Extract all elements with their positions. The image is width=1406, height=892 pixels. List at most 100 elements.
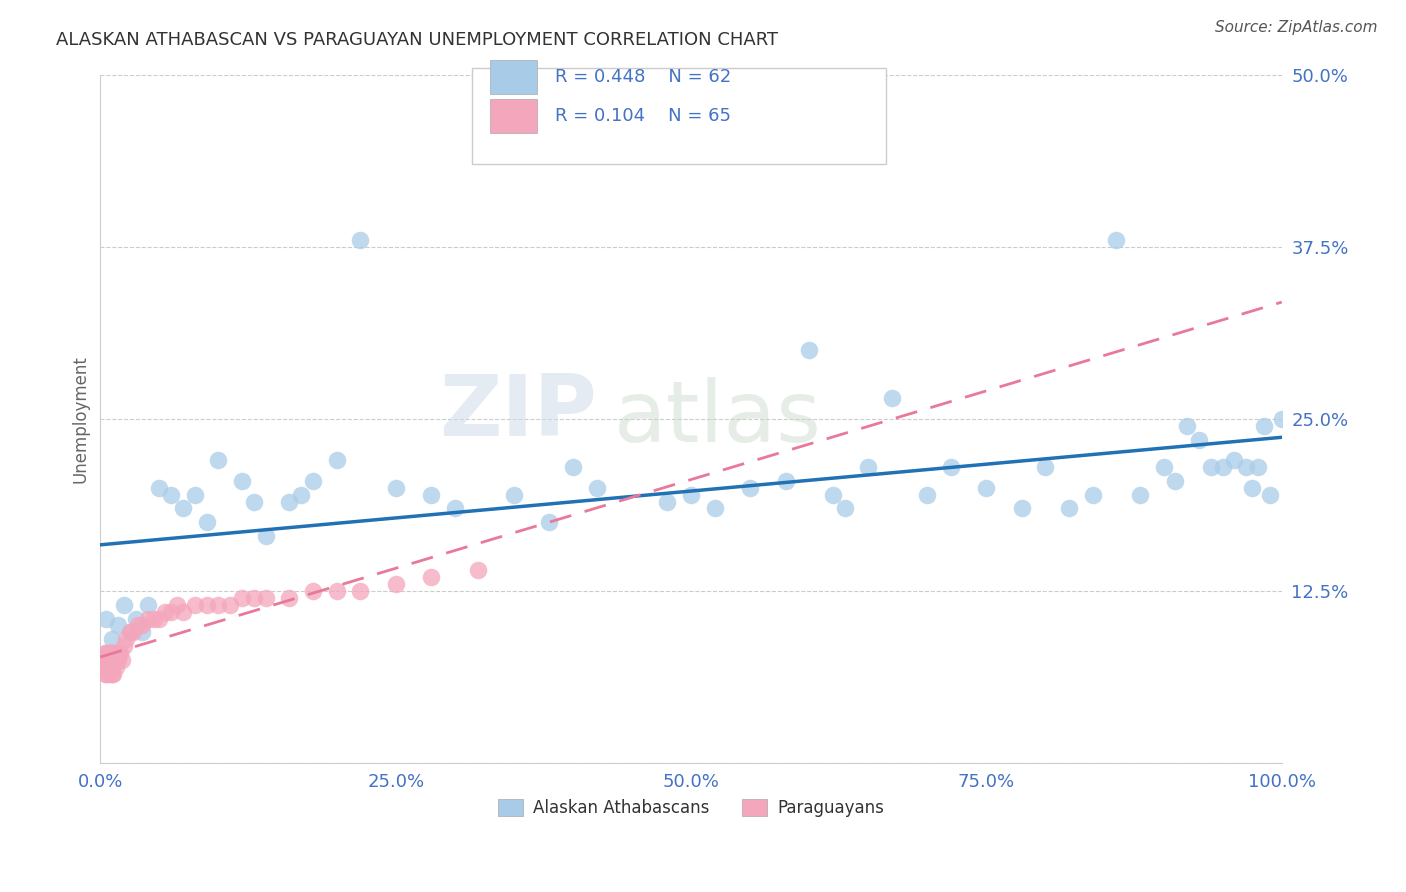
- Point: [103, 653, 125, 667]
- Point: [207, 453, 229, 467]
- Point: [101, 653, 124, 667]
- Point: [1035, 460, 1057, 475]
- Point: [104, 659, 127, 673]
- Point: [184, 598, 207, 612]
- Text: Source: ZipAtlas.com: Source: ZipAtlas.com: [1215, 20, 1378, 35]
- Point: [254, 529, 277, 543]
- Text: ALASKAN ATHABASCAN VS PARAGUAYAN UNEMPLOYMENT CORRELATION CHART: ALASKAN ATHABASCAN VS PARAGUAYAN UNEMPLO…: [56, 31, 779, 49]
- Point: [1212, 460, 1234, 475]
- FancyBboxPatch shape: [472, 68, 886, 164]
- Point: [821, 488, 844, 502]
- Point: [115, 632, 138, 647]
- Point: [302, 584, 325, 599]
- Point: [148, 611, 170, 625]
- Point: [1011, 501, 1033, 516]
- Point: [103, 646, 125, 660]
- Point: [443, 501, 465, 516]
- Point: [103, 666, 125, 681]
- Point: [290, 488, 312, 502]
- Point: [136, 611, 159, 625]
- Point: [195, 515, 218, 529]
- Point: [97, 659, 120, 673]
- Point: [420, 570, 443, 584]
- Point: [155, 605, 177, 619]
- Legend: Alaskan Athabascans, Paraguayans: Alaskan Athabascans, Paraguayans: [491, 792, 891, 823]
- Point: [1271, 412, 1294, 426]
- Point: [108, 646, 131, 660]
- Point: [101, 653, 124, 667]
- Y-axis label: Unemployment: Unemployment: [72, 355, 89, 483]
- Point: [148, 481, 170, 495]
- Point: [107, 618, 129, 632]
- Point: [104, 653, 127, 667]
- Point: [93, 659, 115, 673]
- Point: [96, 653, 118, 667]
- Point: [105, 646, 128, 660]
- Point: [166, 598, 188, 612]
- Point: [384, 481, 406, 495]
- Point: [1234, 460, 1257, 475]
- Point: [325, 584, 347, 599]
- Point: [107, 653, 129, 667]
- Point: [96, 659, 118, 673]
- Point: [94, 646, 117, 660]
- Point: [1223, 453, 1246, 467]
- Point: [127, 618, 149, 632]
- Point: [384, 577, 406, 591]
- Point: [103, 653, 125, 667]
- Point: [101, 646, 124, 660]
- Point: [1247, 460, 1270, 475]
- Point: [976, 481, 998, 495]
- Point: [740, 481, 762, 495]
- Point: [94, 666, 117, 681]
- Point: [112, 639, 135, 653]
- Point: [110, 653, 132, 667]
- Point: [703, 501, 725, 516]
- Point: [243, 591, 266, 605]
- Point: [302, 474, 325, 488]
- Point: [799, 343, 821, 357]
- Point: [172, 605, 194, 619]
- Point: [349, 233, 371, 247]
- Point: [96, 659, 118, 673]
- Point: [467, 563, 489, 577]
- Text: atlas: atlas: [614, 377, 823, 460]
- Bar: [491, 99, 537, 133]
- Point: [1105, 233, 1128, 247]
- Point: [775, 474, 797, 488]
- Point: [243, 494, 266, 508]
- Point: [96, 646, 118, 660]
- Point: [112, 598, 135, 612]
- Point: [160, 488, 183, 502]
- Point: [561, 460, 583, 475]
- Bar: [491, 60, 537, 94]
- Point: [184, 488, 207, 502]
- Point: [939, 460, 962, 475]
- Point: [880, 391, 903, 405]
- Point: [101, 632, 124, 647]
- Point: [98, 653, 121, 667]
- Point: [502, 488, 524, 502]
- Point: [98, 659, 121, 673]
- Point: [1081, 488, 1104, 502]
- Point: [1153, 460, 1175, 475]
- Point: [98, 646, 121, 660]
- Point: [160, 605, 183, 619]
- Point: [254, 591, 277, 605]
- Point: [93, 653, 115, 667]
- Point: [231, 591, 253, 605]
- Point: [1129, 488, 1152, 502]
- Point: [97, 653, 120, 667]
- Point: [122, 625, 145, 640]
- Point: [195, 598, 218, 612]
- Point: [100, 646, 122, 660]
- Point: [219, 598, 242, 612]
- Point: [207, 598, 229, 612]
- Point: [349, 584, 371, 599]
- Point: [96, 653, 118, 667]
- Point: [101, 666, 124, 681]
- Point: [98, 666, 121, 681]
- Point: [1199, 460, 1222, 475]
- Text: ZIP: ZIP: [439, 370, 596, 453]
- Point: [679, 488, 702, 502]
